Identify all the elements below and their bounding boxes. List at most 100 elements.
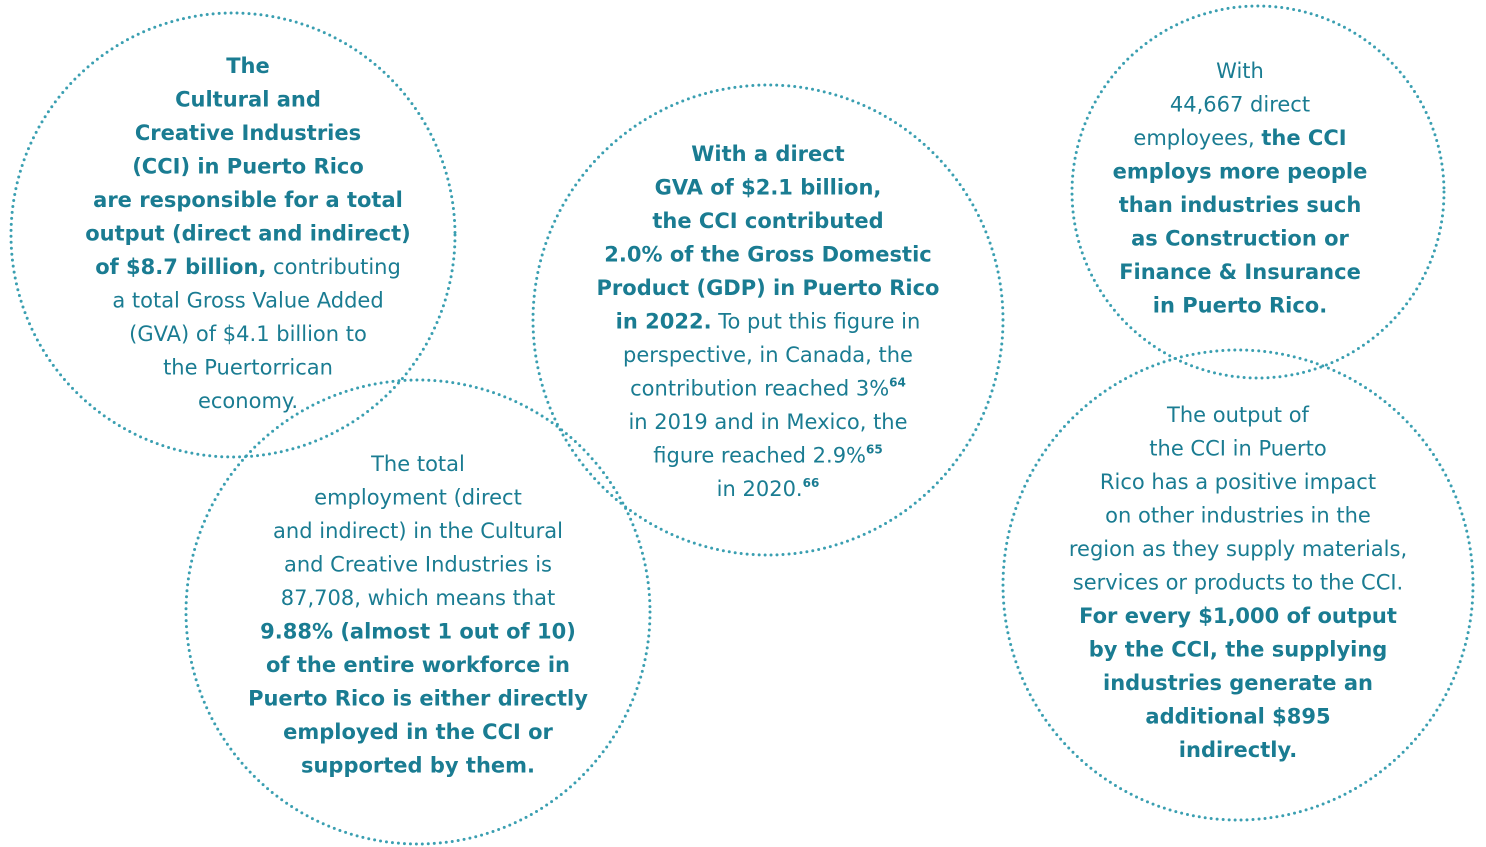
- text-line: employees, the CCI: [1133, 126, 1346, 150]
- text-line: employment (direct: [314, 486, 522, 510]
- text-line: The: [226, 54, 270, 78]
- text-span: Finance & Insurance: [1119, 260, 1361, 284]
- dotted-circle: [9, 11, 457, 459]
- text-span: of the entire workforce in: [266, 653, 570, 677]
- footnote-ref: 64: [889, 375, 906, 389]
- text-span: Rico has a positive impact: [1100, 470, 1376, 494]
- text-span: 2.0% of the Gross Domestic: [604, 243, 931, 267]
- text-line: (CCI) in Puerto Rico: [132, 155, 364, 179]
- text-span: employs more people: [1113, 160, 1368, 184]
- text-line: For every $1,000 of output: [1079, 604, 1397, 628]
- text-span: the CCI in Puerto: [1149, 437, 1326, 461]
- text-line: The total: [370, 452, 465, 476]
- text-span: employees,: [1133, 126, 1261, 150]
- text-line: in 2022. To put this figure in: [616, 310, 921, 334]
- text-line: With a direct: [691, 142, 844, 166]
- text-span: With: [1216, 59, 1264, 83]
- text-span: than industries such: [1119, 193, 1362, 217]
- text-span: in 2020.: [717, 477, 803, 501]
- text-span: are responsible for a total: [93, 188, 403, 212]
- text-line: than industries such: [1119, 193, 1362, 217]
- text-span: in 2022.: [616, 310, 712, 334]
- text-line: industries generate an: [1103, 671, 1373, 695]
- text-span: economy.: [198, 389, 298, 413]
- text-span: (CCI) in Puerto Rico: [132, 155, 364, 179]
- text-span: a total Gross Value Added: [112, 289, 383, 313]
- text-line: economy.: [198, 389, 298, 413]
- text-span: GVA of $2.1 billion,: [655, 176, 882, 200]
- text-span: The total: [370, 452, 465, 476]
- text-span: by the CCI, the supplying: [1089, 638, 1388, 662]
- footnote-ref: 65: [866, 442, 883, 456]
- text-line: the Puertorrican: [163, 356, 333, 380]
- text-line: 2.0% of the Gross Domestic: [604, 243, 931, 267]
- text-line: and indirect) in the Cultural: [273, 519, 563, 543]
- text-span: employed in the CCI or: [283, 720, 553, 744]
- text-line: 9.88% (almost 1 out of 10): [260, 620, 576, 644]
- text-span: For every $1,000 of output: [1079, 604, 1397, 628]
- text-line: Finance & Insurance: [1119, 260, 1361, 284]
- text-span: The output of: [1166, 403, 1310, 427]
- text-line: (GVA) of $4.1 billion to: [129, 322, 367, 346]
- text-span: employment (direct: [314, 486, 522, 510]
- text-line: the CCI in Puerto: [1149, 437, 1326, 461]
- text-span: the CCI: [1261, 126, 1346, 150]
- text-span: and Creative Industries is: [284, 553, 552, 577]
- dotted-circle: [531, 83, 1005, 557]
- text-span: 44,667 direct: [1170, 93, 1310, 117]
- text-line: in Puerto Rico.: [1153, 294, 1327, 318]
- text-line: as Construction or: [1131, 227, 1349, 251]
- text-line: additional $895: [1145, 705, 1330, 729]
- text-span: indirectly.: [1179, 738, 1297, 762]
- text-line: and Creative Industries is: [284, 553, 552, 577]
- text-span: the Puertorrican: [163, 356, 333, 380]
- text-line: 87,708, which means that: [281, 586, 556, 610]
- text-span: in 2019 and in Mexico, the: [628, 410, 907, 434]
- dotted-circle: [1070, 4, 1446, 380]
- text-line: Cultural and: [175, 88, 321, 112]
- text-span: To put this figure in: [712, 310, 921, 334]
- text-line: of $8.7 billion, contributing: [95, 255, 401, 279]
- text-line: in 2019 and in Mexico, the: [628, 410, 907, 434]
- text-line: perspective, in Canada, the: [623, 343, 913, 367]
- text-span: in Puerto Rico.: [1153, 294, 1327, 318]
- text-line: The output of: [1166, 403, 1310, 427]
- text-line: GVA of $2.1 billion,: [655, 176, 882, 200]
- dotted-circle: [1001, 348, 1475, 822]
- text-line: employs more people: [1113, 160, 1368, 184]
- text-span: Cultural and: [175, 88, 321, 112]
- text-line: Rico has a positive impact: [1100, 470, 1376, 494]
- text-span: output (direct and indirect): [85, 222, 411, 246]
- text-line: the CCI contributed: [652, 209, 883, 233]
- text-line: contribution reached 3%64: [630, 375, 906, 401]
- text-span: figure reached 2.9%: [653, 444, 866, 468]
- text-line: output (direct and indirect): [85, 222, 411, 246]
- text-span: on other industries in the: [1105, 504, 1371, 528]
- text-line: indirectly.: [1179, 738, 1297, 762]
- text-line: supported by them.: [301, 754, 535, 778]
- text-line: services or products to the CCI.: [1073, 571, 1403, 595]
- text-line: region as they supply materials,: [1069, 537, 1407, 561]
- text-span: The: [226, 54, 270, 78]
- text-line: Product (GDP) in Puerto Rico: [597, 276, 940, 300]
- text-line: on other industries in the: [1105, 504, 1371, 528]
- text-span: as Construction or: [1131, 227, 1349, 251]
- text-line: by the CCI, the supplying: [1089, 638, 1388, 662]
- text-span: perspective, in Canada, the: [623, 343, 913, 367]
- text-span: With a direct: [691, 142, 844, 166]
- text-span: contributing: [266, 255, 400, 279]
- text-line: employed in the CCI or: [283, 720, 553, 744]
- text-span: and indirect) in the Cultural: [273, 519, 563, 543]
- text-span: 9.88% (almost 1 out of 10): [260, 620, 576, 644]
- text-span: Product (GDP) in Puerto Rico: [597, 276, 940, 300]
- text-span: supported by them.: [301, 754, 535, 778]
- footnote-ref: 66: [803, 476, 820, 490]
- text-line: Puerto Rico is either directly: [248, 687, 588, 711]
- text-span: (GVA) of $4.1 billion to: [129, 322, 367, 346]
- text-line: are responsible for a total: [93, 188, 403, 212]
- text-span: Puerto Rico is either directly: [248, 687, 588, 711]
- text-span: the CCI contributed: [652, 209, 883, 233]
- text-line: With: [1216, 59, 1264, 83]
